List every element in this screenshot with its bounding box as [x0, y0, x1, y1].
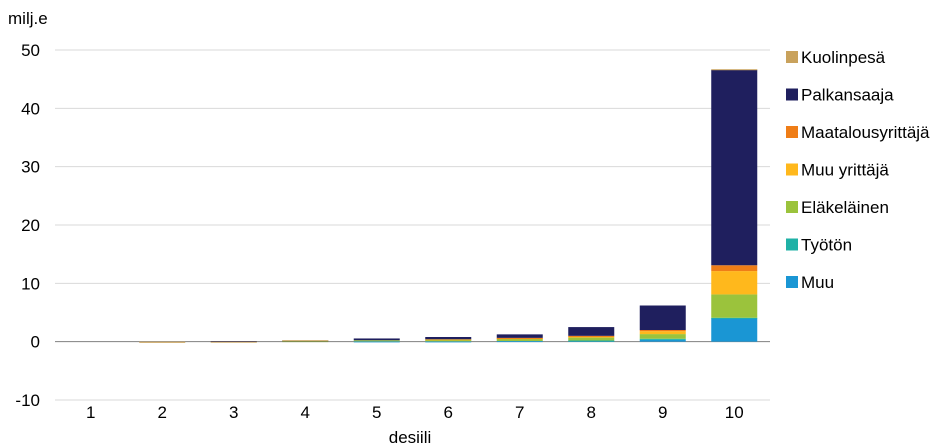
legend: Kuolinpesä Palkansaaja Maatalousyrittäjä Mu… [786, 48, 930, 292]
legend-label: Muu yrittäjä [801, 161, 889, 180]
y-tick-label: 40 [21, 99, 40, 118]
x-tick-label: 10 [725, 403, 744, 422]
y-tick-label: 0 [31, 333, 40, 352]
legend-label: Muu [801, 273, 834, 292]
bar-segment [425, 339, 472, 341]
y-tick-label: -10 [15, 391, 40, 410]
gridlines [55, 49, 770, 401]
bar-segment [639, 334, 686, 339]
legend-swatch [786, 238, 798, 251]
bar-segment [282, 340, 329, 342]
bar-segment [568, 336, 615, 338]
bar-segment [210, 341, 257, 343]
x-tick-label: 1 [86, 403, 95, 422]
x-tick-label: 2 [158, 403, 167, 422]
y-axis-title: milj.e [8, 9, 48, 28]
x-tick-labels: 1 2 3 4 5 6 7 8 9 10 [86, 403, 744, 422]
bar-segment [711, 69, 758, 71]
legend-swatch [786, 163, 798, 176]
x-axis-title: desiili [389, 428, 432, 447]
bar-segment [496, 341, 543, 343]
bar-segment [639, 305, 686, 330]
bar-segment [639, 339, 686, 342]
bar-segment [568, 337, 615, 341]
bar-segment [639, 331, 686, 335]
bar-segment [425, 339, 472, 342]
bar-segment [496, 338, 543, 342]
legend-label: Maatalousyrittäjä [801, 123, 930, 142]
legend-swatch [786, 201, 798, 213]
x-tick-label: 7 [515, 403, 524, 422]
bar-segment [568, 335, 615, 337]
bar-segment [711, 265, 758, 272]
bar-segment [139, 341, 186, 343]
legend-label: Kuolinpesä [801, 48, 886, 67]
bar-segment [496, 337, 543, 339]
y-tick-label: 10 [21, 274, 40, 293]
bar-segment [210, 341, 257, 343]
legend-swatch [786, 276, 798, 288]
legend-swatch [786, 51, 798, 63]
x-tick-label: 9 [658, 403, 667, 422]
y-tick-label: 30 [21, 158, 40, 177]
bar-segment [353, 338, 400, 341]
legend-label: Työtön [801, 236, 852, 255]
y-tick-label: 50 [21, 41, 40, 60]
bar-segment [639, 338, 686, 340]
bar-segment [425, 337, 472, 340]
bar-segment [711, 271, 758, 295]
legend-label: Palkansaaja [801, 86, 894, 105]
bar-segment [639, 330, 686, 332]
bar-segment [711, 69, 758, 266]
bar-segment [568, 340, 615, 342]
bar-segment [568, 327, 615, 336]
x-tick-label: 5 [372, 403, 381, 422]
bar-segment [711, 294, 758, 318]
x-tick-label: 6 [444, 403, 453, 422]
x-tick-label: 3 [229, 403, 238, 422]
y-tick-labels: -10 0 10 20 30 40 50 [15, 41, 40, 410]
bars [139, 69, 758, 343]
bar-segment [353, 340, 400, 342]
bar-segment [711, 318, 758, 342]
legend-swatch [786, 88, 798, 101]
bar-segment [282, 341, 329, 343]
legend-swatch [786, 126, 798, 138]
legend-label: Eläkeläinen [801, 198, 889, 217]
y-tick-label: 20 [21, 216, 40, 235]
x-tick-label: 4 [301, 403, 310, 422]
bar-segment [496, 334, 543, 338]
bar-segment [711, 317, 758, 319]
x-tick-label: 8 [587, 403, 596, 422]
bar-segment [425, 341, 472, 343]
bar-segment [353, 341, 400, 343]
